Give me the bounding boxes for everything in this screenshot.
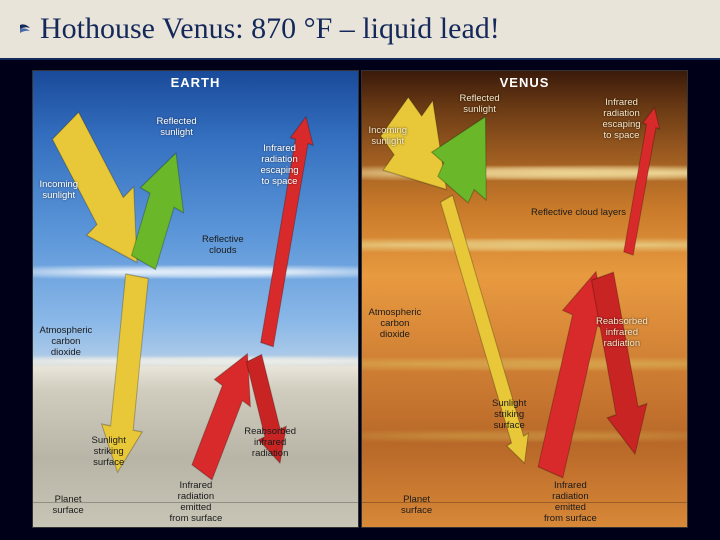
label-planet-surf: Planetsurface <box>401 495 432 517</box>
label-ir-escape: Infraredradiationescapingto space <box>261 144 299 188</box>
label-reflected: Reflectedsunlight <box>157 117 197 139</box>
label-ir-emit: Infraredradiationemittedfrom surface <box>170 481 223 525</box>
label-co2: Atmosphericcarbondioxide <box>40 326 93 359</box>
slide-root: Hothouse Venus: 870 °F – liquid lead! EA… <box>0 0 720 540</box>
label-ir-escape: Infraredradiationescapingto space <box>603 98 641 142</box>
earth-arrows <box>33 71 358 527</box>
label-reabsorbed: Reabsorbedinfraredradiation <box>596 317 648 350</box>
venus-panel: VENUS Incomingsunlight Reflectedsunlight… <box>361 70 688 528</box>
earth-panel: EARTH Incomingsunlight Reflectedsunlight… <box>32 70 359 528</box>
ir-emit-arrow <box>192 354 250 480</box>
title-bar: Hothouse Venus: 870 °F – liquid lead! <box>0 0 720 60</box>
label-strike: Sunlightstrikingsurface <box>92 436 126 469</box>
reabsorbed-arrow <box>591 272 646 454</box>
label-strike: Sunlightstrikingsurface <box>492 399 526 432</box>
label-reabsorbed: Reabsorbedinfraredradiation <box>244 427 296 460</box>
reflected-sunlight-arrow <box>132 153 184 269</box>
label-planet-surf: Planetsurface <box>53 495 84 517</box>
label-incoming: Incomingsunlight <box>369 126 408 148</box>
reflected-sunlight-arrow <box>432 117 487 203</box>
label-co2: Atmosphericcarbondioxide <box>369 308 422 341</box>
label-ir-emit: Infraredradiationemittedfrom surface <box>544 481 597 525</box>
bullet-icon <box>18 24 32 34</box>
label-incoming: Incomingsunlight <box>40 180 79 202</box>
label-reflected: Reflectedsunlight <box>460 94 500 116</box>
label-refl-layers: Reflective cloud layers <box>531 208 626 219</box>
slide-title: Hothouse Venus: 870 °F – liquid lead! <box>40 12 500 46</box>
panels-container: EARTH Incomingsunlight Reflectedsunlight… <box>0 60 720 540</box>
label-refl-clouds: Reflectiveclouds <box>202 235 244 257</box>
